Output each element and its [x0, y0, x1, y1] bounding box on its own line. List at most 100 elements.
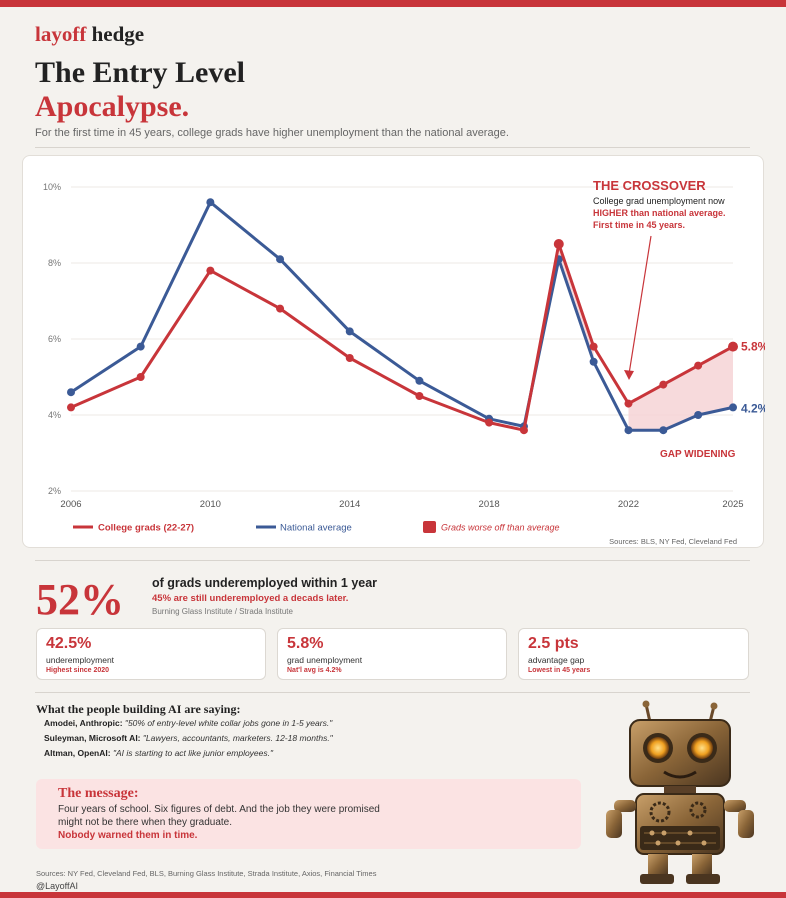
y-tick-label: 8% [48, 258, 61, 268]
annotation-arrow-line [628, 235, 652, 375]
quote-speaker: Suleyman, Microsoft AI: [44, 733, 141, 743]
annotation-arrow-head [624, 370, 634, 380]
brand-part-hedge: hedge [91, 22, 145, 46]
big-stat-detail: 45% are still underemployed a decads lat… [152, 593, 349, 604]
point-grads [659, 380, 668, 389]
chart-sources: Sources: BLS, NY Fed, Cleveland Fed [609, 537, 737, 546]
quote-suleyman: Suleyman, Microsoft AI: "Lawyers, accoun… [44, 733, 333, 743]
x-tick-label: 2022 [618, 499, 639, 510]
bottom-accent-bar [0, 892, 786, 898]
point-grads [553, 239, 564, 249]
divider [35, 147, 750, 148]
stat-box-value: 42.5% [46, 635, 92, 652]
quote-text: "AI is starting to act like junior emplo… [112, 748, 274, 758]
unemployment-line-chart: 2% 4% 6% 8% 10% 2006 2010 2014 2018 2022 2025 5.8% 4… [43, 178, 765, 546]
page-title-line1: The Entry Level [35, 56, 245, 89]
x-tick-label: 2006 [60, 499, 81, 510]
divider [35, 560, 750, 561]
x-tick-label: 2018 [479, 499, 500, 510]
quote-text: "Lawyers, accountants, marketers. 12-18 … [142, 733, 333, 743]
stat-box-label: advantage gap [528, 655, 585, 665]
brand-logo: layoff hedge [35, 22, 144, 47]
annotation-line: College grad unemployment now [593, 196, 725, 206]
point-national [415, 376, 424, 385]
point-grads [624, 399, 633, 408]
quote-altman: Altman, OpenAI: "AI is starting to act l… [44, 748, 273, 758]
point-national [694, 411, 703, 419]
big-stat-headline: of grads underemployed within 1 year [152, 576, 378, 590]
legend-label-grads: College grads (22-27) [98, 523, 194, 534]
page-title-line2: Apocalypse. [35, 90, 190, 123]
point-grads [519, 426, 528, 435]
point-grads [415, 392, 424, 400]
page-subtitle: For the first time in 45 years, college … [35, 127, 509, 139]
y-tick-label: 6% [48, 334, 61, 344]
brand-part-layoff: layoff [35, 22, 87, 46]
legend-label-gap: Grads worse off than average [441, 523, 560, 533]
point-grads [136, 373, 145, 381]
quote-text: "50% of entry-level white collar jobs go… [124, 718, 333, 728]
point-national [136, 342, 145, 351]
x-tick-label: 2025 [722, 499, 743, 510]
quote-speaker: Altman, OpenAI: [44, 748, 111, 758]
stat-box-label: grad unemployment [287, 655, 363, 665]
gap-area [628, 346, 733, 431]
point-grads [728, 341, 738, 352]
point-national [67, 388, 75, 397]
point-national [345, 327, 354, 336]
point-grads [345, 354, 354, 362]
stat-box-underemployment: 42.5% underemployment Highest since 2020 [36, 628, 266, 680]
quote-speaker: Amodei, Anthropic: [44, 718, 123, 728]
point-national [589, 357, 598, 366]
point-grads [206, 266, 215, 275]
legend-swatch-gap [423, 521, 436, 533]
robot-illustration [606, 700, 754, 884]
message-box [36, 779, 581, 849]
point-national [659, 426, 668, 435]
message-line-1: Four years of school. Six figures of deb… [58, 804, 380, 815]
stat-box-label: underemployment [46, 655, 115, 665]
quote-amodei: Amodei, Anthropic: "50% of entry-level w… [44, 718, 332, 728]
annotation-line: HIGHER than national average. [593, 208, 726, 218]
divider [35, 692, 750, 693]
point-national [624, 426, 633, 435]
message-title: The message: [58, 786, 139, 801]
gap-widening-label: GAP WIDENING [660, 449, 736, 460]
stat-box-advantage-gap: 2.5 pts advantage gap Lowest in 45 years [518, 628, 749, 680]
big-stat-value: 52% [36, 575, 124, 624]
point-national [729, 403, 737, 412]
chart-card: 2% 4% 6% 8% 10% 2006 2010 2014 2018 2022 2025 5.8% 4… [22, 155, 765, 548]
y-tick-label: 10% [43, 182, 61, 192]
stat-box-grad-unemployment: 5.8% grad unemployment Nat'l avg is 4.2% [277, 628, 507, 680]
top-accent-bar [0, 0, 786, 7]
point-national [206, 198, 215, 207]
series-line-grads [70, 242, 734, 432]
stat-box-value: 5.8% [287, 635, 324, 652]
end-label-grads: 5.8% [741, 340, 765, 354]
footer-handle: @LayoffAI [36, 881, 78, 891]
stat-box-note: Highest since 2020 [46, 667, 110, 674]
annotation-line: First time in 45 years. [593, 220, 685, 230]
stat-box-note: Lowest in 45 years [528, 667, 591, 674]
point-grads [694, 361, 703, 370]
point-grads [589, 342, 598, 351]
legend-label-national: National average [280, 523, 352, 534]
stat-box-value: 2.5 pts [528, 635, 579, 652]
message-line-2: might not be there when they graduate. [58, 817, 233, 828]
point-grads [67, 403, 75, 412]
ai-section-heading: What the people building AI are saying: [36, 702, 241, 716]
y-tick-label: 2% [48, 486, 61, 496]
big-stat-source: Burning Glass Institute / Strada Institu… [152, 607, 293, 616]
message-emphasis: Nobody warned them in time. [58, 830, 198, 841]
y-tick-label: 4% [48, 410, 61, 420]
x-tick-label: 2010 [200, 499, 221, 510]
annotation-title: THE CROSSOVER [593, 178, 706, 193]
stat-box-note: Nat'l avg is 4.2% [287, 667, 342, 674]
x-tick-label: 2014 [339, 499, 360, 510]
point-national [276, 255, 285, 264]
end-label-national: 4.2% [741, 401, 765, 415]
point-grads [276, 304, 285, 313]
footer-sources: Sources: NY Fed, Cleveland Fed, BLS, Bur… [36, 869, 377, 878]
point-grads [485, 418, 494, 427]
series-line-national [70, 200, 734, 432]
